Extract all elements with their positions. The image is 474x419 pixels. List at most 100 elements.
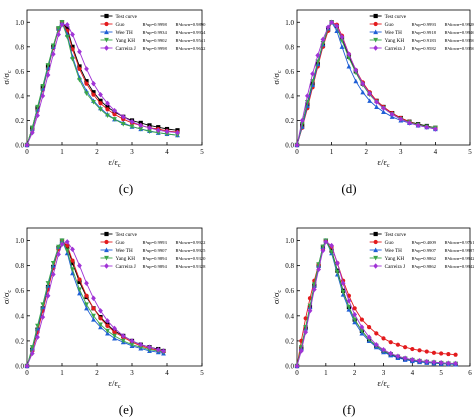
legend-item: Wee TH R²up=0.9918 R²down=0.9946 — [369, 29, 474, 36]
data-point — [91, 306, 96, 311]
data-point — [325, 24, 331, 30]
chart-panel-3: 0 1 2 3 4 5 0.0 0.2 0.4 0.6 0.8 1.0 ε/εc σ/σc Test cur… — [1, 227, 206, 390]
data-point — [112, 325, 117, 332]
data-point — [64, 239, 70, 245]
data-point — [77, 77, 82, 83]
data-point — [320, 247, 326, 254]
x-tick-label: 0 — [25, 369, 29, 377]
data-point — [438, 360, 444, 366]
x-tick-label: 4 — [165, 148, 169, 156]
data-point — [424, 349, 429, 354]
y-tick-label: 0.2 — [15, 117, 24, 125]
legend-item: Test curve — [369, 231, 407, 238]
series-line — [26, 239, 164, 367]
y-tick-label: 0.0 — [285, 363, 294, 371]
data-point — [70, 267, 75, 272]
legend-label: Yang KH — [385, 256, 405, 262]
legend-swatch-marker — [104, 231, 109, 237]
data-point — [431, 350, 437, 355]
legend: Test curve Guo R²up=0.9993 R²down=0.9922 Wee… — [100, 231, 206, 270]
legend-swatch-marker — [104, 21, 109, 27]
y-tick-label: 0.2 — [15, 337, 24, 345]
legend-r2-up: R²up=0.9582 — [412, 46, 437, 51]
series-line — [296, 21, 436, 146]
data-point — [138, 126, 144, 132]
data-point — [105, 100, 110, 106]
data-point — [77, 49, 82, 55]
data-point — [120, 338, 126, 344]
y-tick-label: 0.6 — [15, 68, 24, 76]
x-tick-label: 3 — [399, 148, 403, 156]
data-point — [346, 304, 352, 310]
data-point — [70, 56, 75, 62]
data-point — [40, 314, 46, 320]
data-point — [407, 120, 412, 126]
series-carreira-j — [294, 239, 458, 369]
y-tick-label: 0.6 — [285, 287, 294, 295]
data-point — [70, 258, 75, 263]
data-point — [294, 142, 300, 148]
data-point — [64, 248, 70, 254]
legend-swatch-marker — [104, 13, 109, 19]
data-point — [329, 19, 334, 25]
y-tick-label: 0.0 — [15, 142, 24, 150]
legend-r2-up: R²up=0.9934 — [143, 30, 168, 35]
plot-frame — [26, 9, 203, 146]
data-point — [373, 341, 379, 348]
data-point — [112, 107, 117, 114]
panel-label-e: (e) — [118, 402, 134, 417]
data-point — [50, 51, 56, 57]
data-point — [84, 280, 89, 286]
chart-panel-4: 0 1 2 3 4 5 6 0.0 0.2 0.4 0.6 0.8 1.0 ε/εc σ/σc Test cu… — [271, 227, 474, 390]
legend-swatch-marker — [104, 263, 109, 269]
data-point — [129, 124, 135, 130]
data-point — [334, 269, 340, 275]
legend-swatch-marker — [104, 255, 109, 261]
data-point — [138, 345, 144, 350]
data-point — [29, 130, 35, 136]
data-point — [77, 277, 82, 282]
legend-r2-up: R²up=0.9998 — [143, 22, 168, 27]
x-tick-label: 4 — [434, 148, 438, 156]
x-tick-label: 2 — [95, 369, 99, 377]
data-point — [352, 317, 358, 323]
legend-item: Yang KH R²up=0.9183 R²down=0.9356 — [369, 37, 474, 44]
x-tick-label: 1 — [324, 369, 328, 377]
data-point — [35, 334, 40, 340]
data-point — [303, 316, 308, 321]
data-point — [91, 313, 96, 319]
y-tick-label: 1.0 — [285, 237, 294, 245]
legend-item: Guo R²up=0.9993 R²down=0.9922 — [100, 239, 206, 246]
data-point — [120, 122, 126, 127]
data-point — [346, 63, 352, 69]
y-tick-label: 1.0 — [15, 19, 24, 27]
data-point — [453, 352, 458, 357]
legend-item: Guo R²up=0.9993 R²down=0.9928 — [369, 21, 474, 28]
data-point — [439, 351, 444, 356]
data-point — [91, 80, 96, 87]
data-point — [129, 338, 135, 344]
series-line — [26, 239, 164, 367]
data-point — [433, 126, 438, 132]
data-point — [410, 346, 415, 352]
legend-r2-down: R²down=0.9356 — [445, 46, 474, 51]
data-point — [366, 325, 372, 330]
legend-label: Test curve — [385, 14, 407, 20]
x-tick-label: 3 — [382, 369, 386, 377]
y-tick-label: 0.4 — [15, 92, 24, 100]
legend-label: Guo — [385, 22, 394, 28]
data-point — [352, 311, 358, 318]
y-tick-label: 0.8 — [15, 262, 24, 270]
data-point — [381, 346, 386, 353]
data-point — [381, 109, 386, 114]
data-point — [294, 363, 300, 369]
legend-r2-down: R²down=0.9632 — [176, 46, 207, 51]
data-point — [105, 104, 110, 110]
data-point — [84, 81, 89, 86]
panel-label-c: (c) — [118, 181, 134, 196]
legend-item: Carreira J R²up=0.9894 R²down=0.9328 — [100, 263, 206, 270]
legend: Test curve Guo R²up=0.9993 R²down=0.9928 Wee… — [369, 13, 474, 52]
y-tick-label: 0.8 — [285, 262, 294, 270]
y-tick-label: 0.4 — [15, 312, 24, 320]
legend-r2-up: R²up=0.9993 — [143, 240, 168, 245]
